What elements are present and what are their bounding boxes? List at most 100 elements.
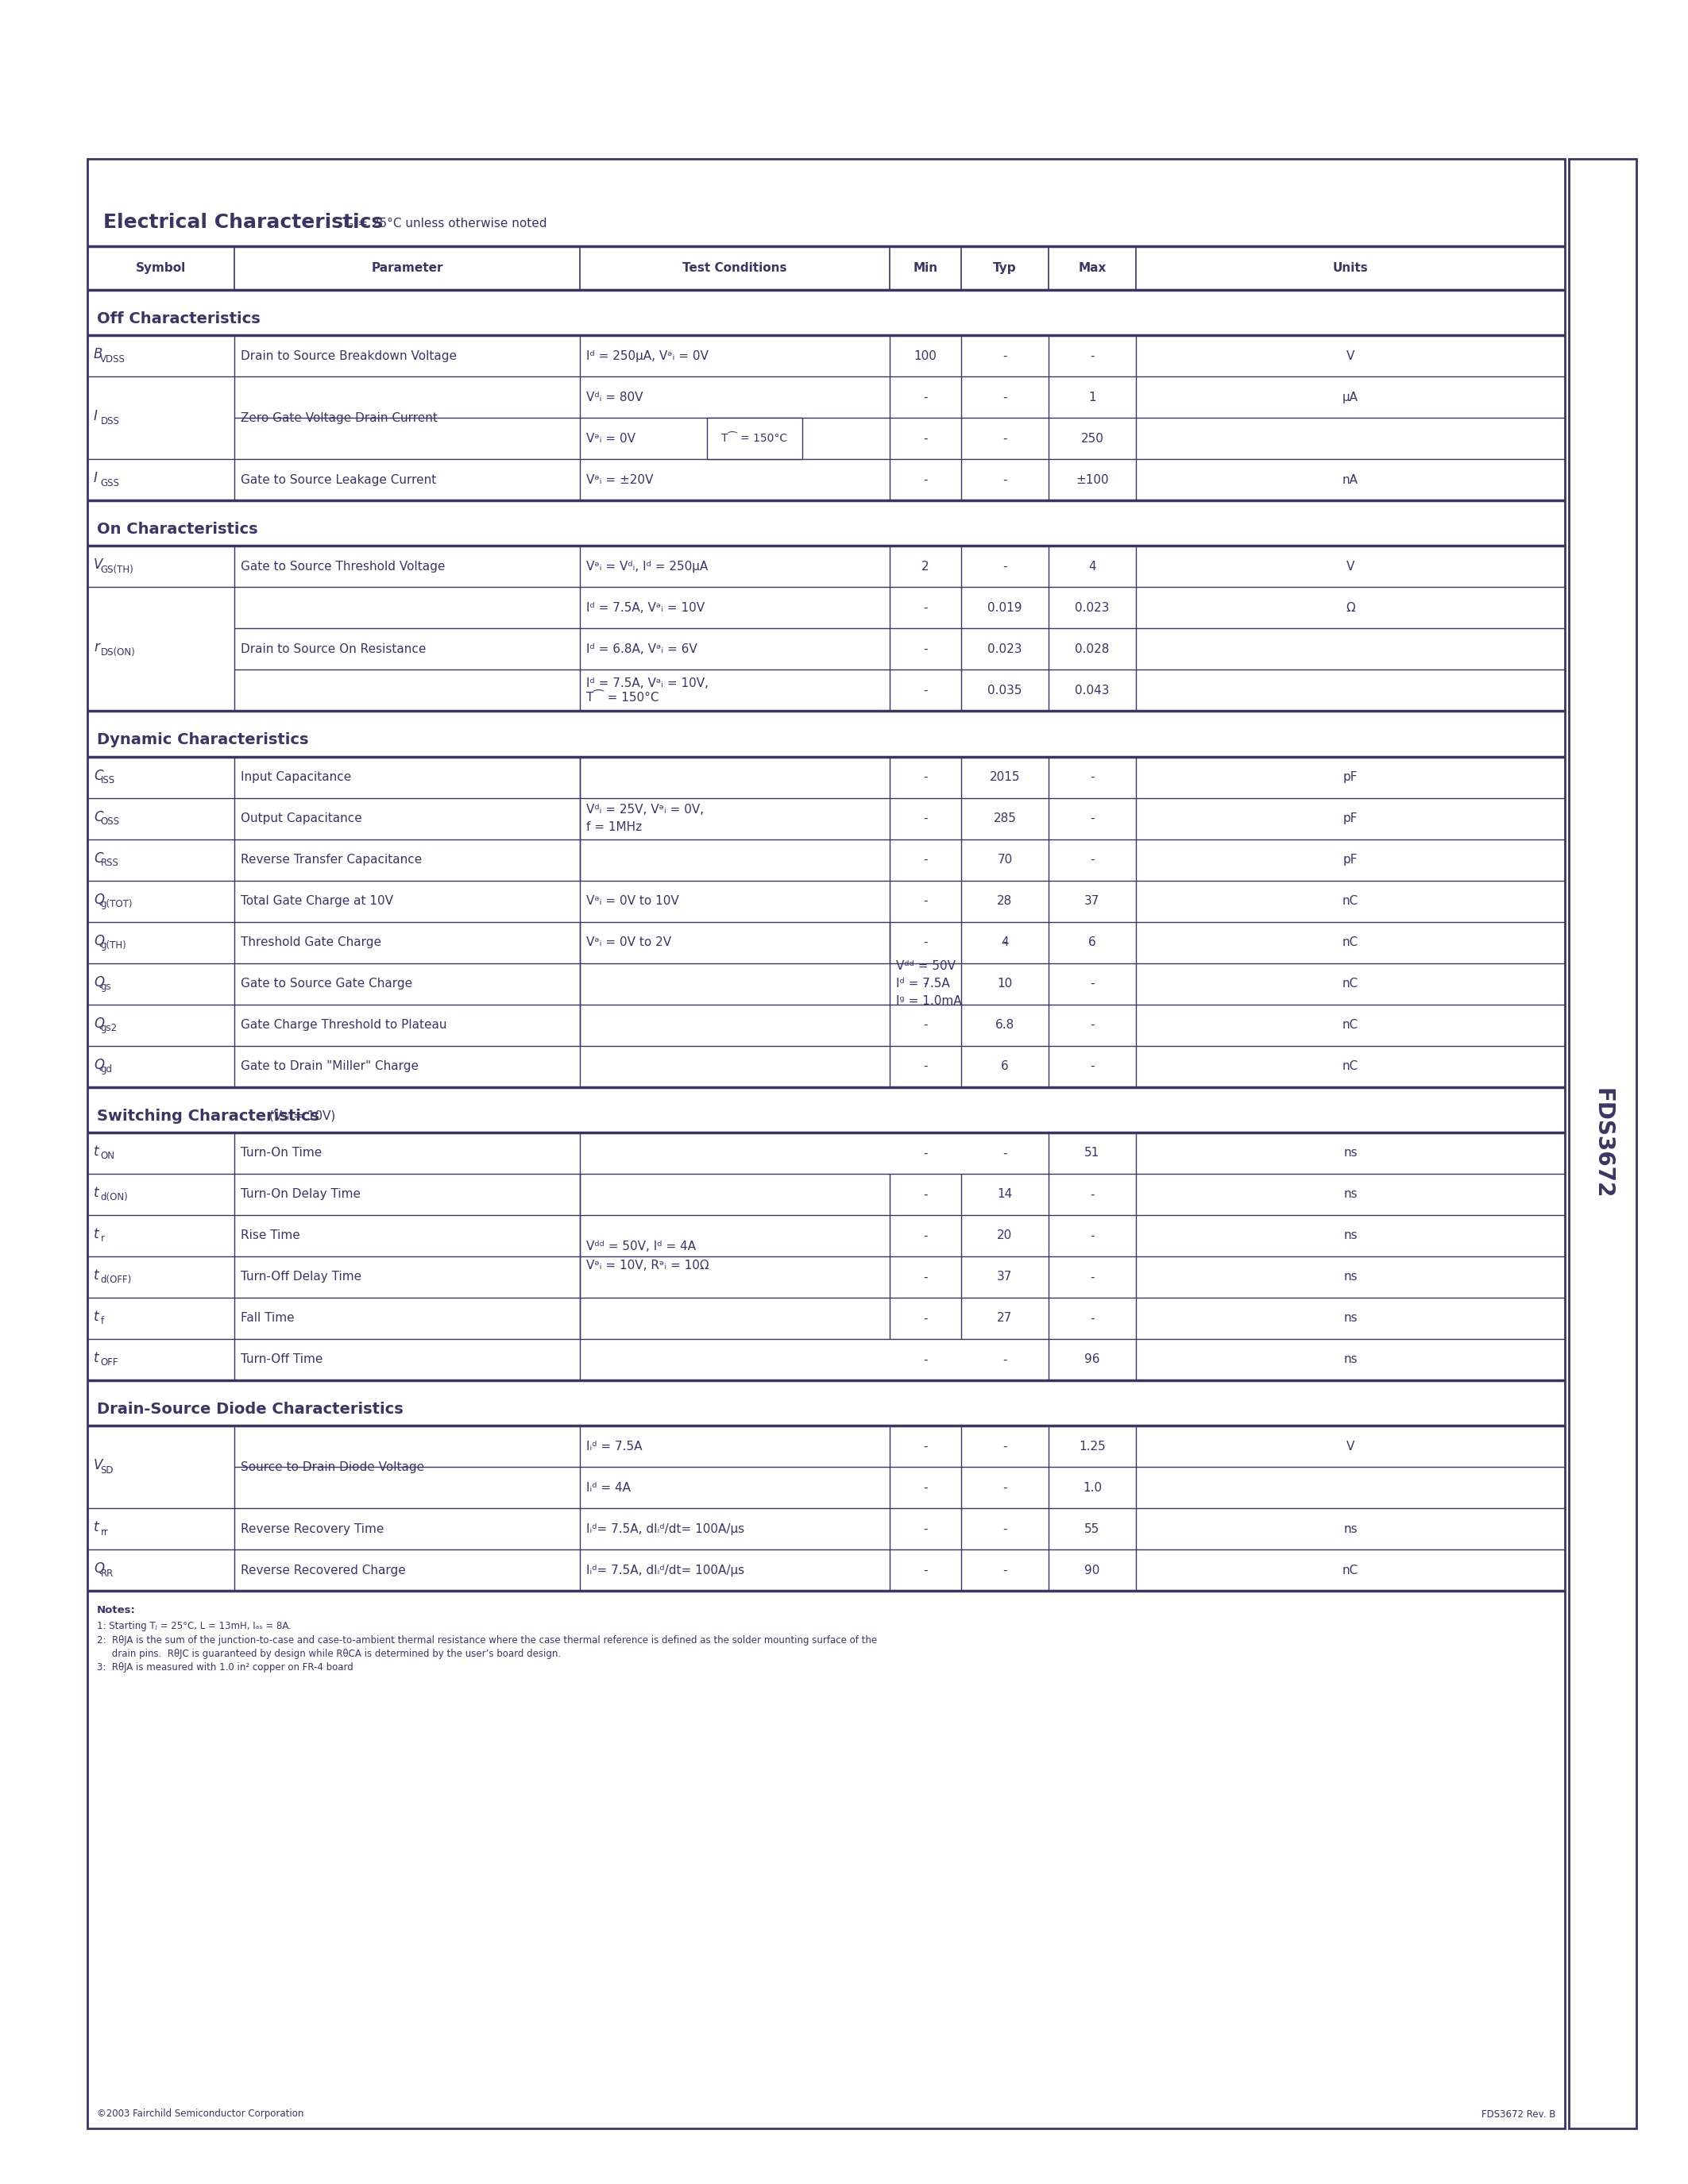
Text: Rise Time: Rise Time	[241, 1230, 300, 1241]
Text: 51: 51	[1085, 1147, 1101, 1160]
Text: t: t	[95, 1227, 100, 1241]
Text: V: V	[1347, 349, 1354, 363]
Text: 285: 285	[993, 812, 1016, 823]
Text: ISS: ISS	[100, 775, 115, 786]
Text: ns: ns	[1344, 1230, 1357, 1241]
Text: -: -	[923, 1059, 928, 1072]
Text: 1: Starting Tⱼ = 25°C, L = 13mH, Iₐₛ = 8A.: 1: Starting Tⱼ = 25°C, L = 13mH, Iₐₛ = 8…	[96, 1621, 292, 1631]
Text: -: -	[1003, 1522, 1008, 1535]
Text: -: -	[923, 1020, 928, 1031]
Text: Units: Units	[1332, 262, 1369, 273]
Text: pF: pF	[1344, 812, 1357, 823]
Text: rr: rr	[100, 1527, 108, 1538]
Text: Reverse Recovery Time: Reverse Recovery Time	[241, 1522, 383, 1535]
Text: Turn-On Time: Turn-On Time	[241, 1147, 322, 1160]
Text: nC: nC	[1342, 1020, 1359, 1031]
Text: 37: 37	[1085, 895, 1101, 906]
Text: SD: SD	[100, 1465, 113, 1474]
Text: ±100: ±100	[1075, 474, 1109, 485]
Text: ns: ns	[1344, 1147, 1357, 1160]
Text: Iᵈ = 7.5A, Vᵊᵢ = 10V: Iᵈ = 7.5A, Vᵊᵢ = 10V	[586, 603, 704, 614]
Text: Q: Q	[95, 1562, 105, 1575]
Text: t: t	[95, 1350, 100, 1365]
Text: Ω: Ω	[1345, 603, 1355, 614]
Text: Dynamic Characteristics: Dynamic Characteristics	[96, 732, 309, 747]
Text: Q: Q	[95, 933, 105, 948]
Text: -: -	[1003, 1481, 1008, 1494]
Text: Gate to Source Gate Charge: Gate to Source Gate Charge	[241, 978, 412, 989]
Text: -: -	[923, 1481, 928, 1494]
Text: μA: μA	[1342, 391, 1359, 404]
Text: 37: 37	[998, 1271, 1013, 1282]
Text: -: -	[1003, 474, 1008, 485]
Text: -: -	[923, 474, 928, 485]
Text: Vᵈᵢ = 25V, Vᵊᵢ = 0V,: Vᵈᵢ = 25V, Vᵊᵢ = 0V,	[586, 804, 704, 815]
Text: 1: 1	[1089, 391, 1096, 404]
Text: -: -	[1090, 1271, 1094, 1282]
Text: -: -	[923, 1354, 928, 1365]
Text: Iᵈ = 7.5A: Iᵈ = 7.5A	[896, 978, 950, 989]
Text: -: -	[923, 937, 928, 948]
Text: Vᵊᵢ = 10V, Rᵊᵢ = 10Ω: Vᵊᵢ = 10V, Rᵊᵢ = 10Ω	[586, 1260, 709, 1271]
Text: Input Capacitance: Input Capacitance	[241, 771, 351, 784]
Text: (Vᵊᵢ = 10V): (Vᵊᵢ = 10V)	[265, 1109, 336, 1123]
Text: 14: 14	[998, 1188, 1013, 1201]
Text: B: B	[95, 347, 103, 363]
Bar	[707, 417, 802, 459]
Text: I: I	[95, 472, 98, 485]
Text: pF: pF	[1344, 771, 1357, 784]
Text: Gate to Drain "Miller" Charge: Gate to Drain "Miller" Charge	[241, 1059, 419, 1072]
Text: Q: Q	[95, 1057, 105, 1072]
Text: Iᵢᵈ = 7.5A: Iᵢᵈ = 7.5A	[586, 1439, 641, 1452]
Bar	[1568, 159, 1636, 2129]
Text: nC: nC	[1342, 937, 1359, 948]
Text: DSS: DSS	[100, 415, 120, 426]
Text: r: r	[100, 1234, 105, 1245]
Text: gs: gs	[100, 981, 111, 992]
Text: gd: gd	[100, 1064, 113, 1075]
Text: Switching Characteristics: Switching Characteristics	[96, 1107, 319, 1123]
Text: f = 1MHz: f = 1MHz	[586, 821, 641, 832]
Text: -: -	[923, 391, 928, 404]
Text: 20: 20	[998, 1230, 1013, 1241]
Text: Fall Time: Fall Time	[241, 1313, 294, 1324]
Text: Vᵊᵢ = ±20V: Vᵊᵢ = ±20V	[586, 474, 653, 485]
Text: -: -	[1003, 1354, 1008, 1365]
Text: Symbol: Symbol	[135, 262, 186, 273]
Text: GSS: GSS	[100, 478, 120, 489]
Text: T⁀ = 150°C: T⁀ = 150°C	[586, 692, 658, 703]
Text: ns: ns	[1344, 1522, 1357, 1535]
Text: 0.023: 0.023	[1075, 603, 1109, 614]
Text: Drain to Source Breakdown Voltage: Drain to Source Breakdown Voltage	[241, 349, 457, 363]
Text: VDSS: VDSS	[100, 354, 125, 365]
Text: 2015: 2015	[989, 771, 1020, 784]
Text: drain pins.  RθJC is guaranteed by design while RθCA is determined by the user’s: drain pins. RθJC is guaranteed by design…	[96, 1649, 560, 1660]
Text: V: V	[95, 1459, 103, 1472]
Text: -: -	[923, 1188, 928, 1201]
Text: T⁀ = 150°C: T⁀ = 150°C	[722, 432, 788, 443]
Text: 250: 250	[1080, 432, 1104, 446]
Text: Vᵈᵈ = 50V: Vᵈᵈ = 50V	[896, 961, 955, 972]
Text: ON: ON	[100, 1151, 115, 1162]
Text: 70: 70	[998, 854, 1013, 865]
Text: Tₐ = 25°C unless otherwise noted: Tₐ = 25°C unless otherwise noted	[338, 216, 547, 229]
Text: -: -	[923, 644, 928, 655]
Text: gs2: gs2	[100, 1022, 116, 1033]
Text: -: -	[923, 684, 928, 697]
Text: 0.028: 0.028	[1075, 644, 1109, 655]
Text: 90: 90	[1085, 1564, 1101, 1577]
Text: -: -	[1090, 1188, 1094, 1201]
Text: C: C	[95, 810, 103, 823]
Text: -: -	[1003, 432, 1008, 446]
Text: Gate to Source Threshold Voltage: Gate to Source Threshold Voltage	[241, 561, 446, 572]
Text: f: f	[100, 1317, 103, 1326]
Text: Vᵈᵈ = 50V, Iᵈ = 4A: Vᵈᵈ = 50V, Iᵈ = 4A	[586, 1241, 695, 1254]
Text: Q: Q	[95, 1016, 105, 1031]
Text: DS(ON): DS(ON)	[100, 646, 135, 657]
Text: r: r	[95, 640, 100, 655]
Text: Drain to Source On Resistance: Drain to Source On Resistance	[241, 644, 425, 655]
Text: 2: 2	[922, 561, 928, 572]
Text: -: -	[923, 1313, 928, 1324]
Text: Iᵈ = 6.8A, Vᵊᵢ = 6V: Iᵈ = 6.8A, Vᵊᵢ = 6V	[586, 644, 697, 655]
Text: -: -	[923, 854, 928, 865]
